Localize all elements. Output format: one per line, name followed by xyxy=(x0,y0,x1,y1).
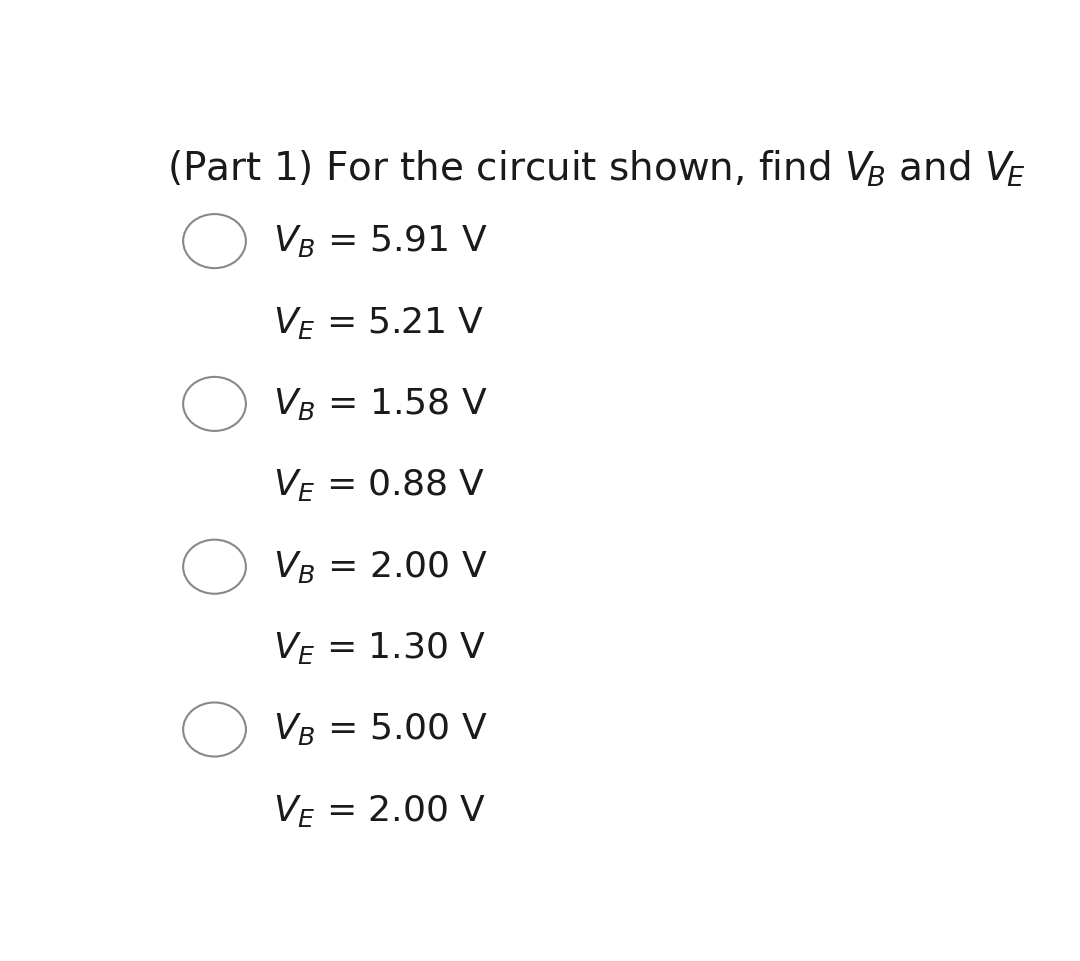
Text: $\mathit{V}_{B}$ = 5.00 V: $\mathit{V}_{B}$ = 5.00 V xyxy=(273,711,488,748)
Text: $\mathit{V}_{B}$ = 1.58 V: $\mathit{V}_{B}$ = 1.58 V xyxy=(273,386,488,422)
Text: $\mathit{V}_{E}$ = 5.21 V: $\mathit{V}_{E}$ = 5.21 V xyxy=(273,305,484,340)
Text: $\mathit{V}_{B}$ = 2.00 V: $\mathit{V}_{B}$ = 2.00 V xyxy=(273,549,488,584)
Text: $\mathit{V}_{E}$ = 0.88 V: $\mathit{V}_{E}$ = 0.88 V xyxy=(273,467,485,504)
Text: $\mathit{V}_{B}$ = 5.91 V: $\mathit{V}_{B}$ = 5.91 V xyxy=(273,223,488,259)
Text: $\mathit{V}_{E}$ = 1.30 V: $\mathit{V}_{E}$ = 1.30 V xyxy=(273,630,486,666)
Text: (Part 1) For the circuit shown, find $\mathit{V}_{\!B}$ and $\mathit{V}_{\!E}$: (Part 1) For the circuit shown, find $\m… xyxy=(166,149,1025,189)
Text: $\mathit{V}_{E}$ = 2.00 V: $\mathit{V}_{E}$ = 2.00 V xyxy=(273,793,486,829)
